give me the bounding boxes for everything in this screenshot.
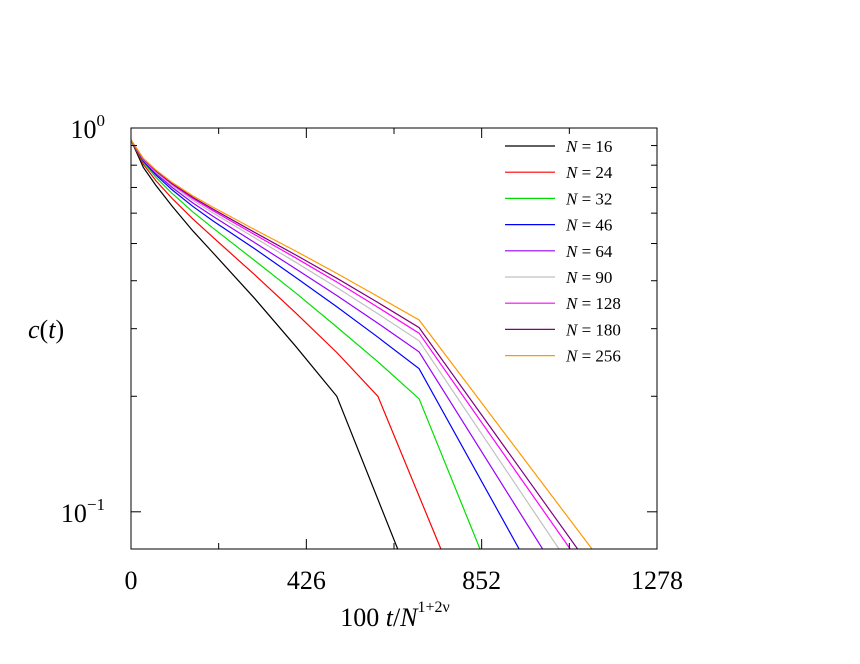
ticks-layer: 0 426 852 1278 100 10−1 (61, 111, 683, 595)
x-axis-label-slash: / (393, 603, 401, 632)
legend-label-n-16: N = 16 (565, 137, 612, 156)
y-axis-label-close: ) (55, 315, 64, 344)
x-tick-label: 0 (125, 566, 138, 595)
series-line-n-90 (131, 139, 560, 549)
series-line-n-32 (131, 139, 481, 549)
series-line-n-16 (131, 139, 399, 549)
y-tick-label: 10−1 (61, 495, 105, 528)
series-line-n-64 (131, 139, 544, 549)
legend-label-n-24: N = 24 (565, 163, 613, 182)
y-axis-label-open: ( (40, 315, 49, 344)
x-tick-label: 852 (462, 566, 501, 595)
legend-label-n-32: N = 32 (565, 189, 612, 208)
legend-label-n-180: N = 180 (565, 320, 621, 339)
legend: N = 16 N = 24 N = 32 N = 46 N = 64 N = 90 N = … (505, 137, 621, 366)
y-axis-label: c(t) (28, 315, 64, 344)
legend-label-n-128: N = 128 (565, 294, 621, 313)
x-axis-label-n: N (399, 603, 419, 632)
y-axis-label-func: c (28, 315, 40, 344)
x-axis-label-exponent: 1+2ν (418, 599, 450, 616)
series-line-n-256 (131, 139, 593, 549)
series-line-n-46 (131, 139, 520, 549)
legend-label-n-46: N = 46 (565, 216, 612, 235)
series-layer (131, 139, 593, 549)
series-line-n-24 (131, 139, 442, 549)
legend-label-n-256: N = 256 (565, 347, 621, 366)
x-axis-label-prefix: 100 (340, 603, 386, 632)
x-axis-label: 100 t/N1+2ν (340, 599, 450, 632)
legend-label-n-64: N = 64 (565, 242, 613, 261)
x-axis-label-t: t (386, 603, 394, 632)
y-axis-label-var: t (48, 315, 56, 344)
legend-label-n-90: N = 90 (565, 268, 612, 287)
y-tick-label: 100 (71, 111, 106, 144)
x-tick-label: 1278 (631, 566, 683, 595)
x-tick-label: 426 (287, 566, 326, 595)
